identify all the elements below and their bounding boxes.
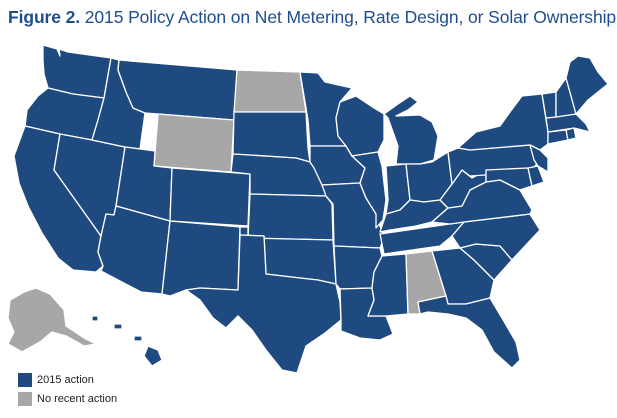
map-title: Figure 2. 2015 Policy Action on Net Mete… <box>8 7 616 28</box>
legend-swatch-no-action <box>18 392 32 406</box>
map-legend: 2015 action No recent action <box>18 372 117 410</box>
state-arizona <box>97 205 171 295</box>
state-new-mexico <box>161 220 241 297</box>
state-alaska <box>7 287 97 353</box>
state-hawaii-oahu <box>113 323 123 330</box>
legend-label-action: 2015 action <box>37 374 94 386</box>
legend-label-no-action: No recent action <box>37 393 118 405</box>
state-hawaii-big-island <box>143 345 163 367</box>
state-maine <box>565 55 609 115</box>
state-hawaii-kauai <box>91 315 99 322</box>
state-texas <box>185 234 342 374</box>
state-new-york <box>457 93 549 151</box>
state-michigan <box>383 95 439 165</box>
legend-swatch-action <box>18 373 32 387</box>
legend-item-action: 2015 action <box>18 372 117 388</box>
state-wyoming <box>153 113 235 173</box>
state-hawaii-maui <box>133 335 143 342</box>
figure-label: Figure 2. <box>8 7 81 27</box>
state-delaware <box>527 165 545 187</box>
state-kansas <box>247 193 334 241</box>
state-colorado <box>169 167 251 227</box>
legend-item-no-action: No recent action <box>18 391 117 407</box>
state-north-dakota <box>233 69 307 113</box>
state-rhode-island <box>565 127 577 141</box>
state-new-jersey <box>529 144 549 173</box>
state-florida <box>417 295 521 369</box>
title-text: 2015 Policy Action on Net Metering, Rate… <box>84 7 617 27</box>
state-illinois <box>351 151 387 229</box>
